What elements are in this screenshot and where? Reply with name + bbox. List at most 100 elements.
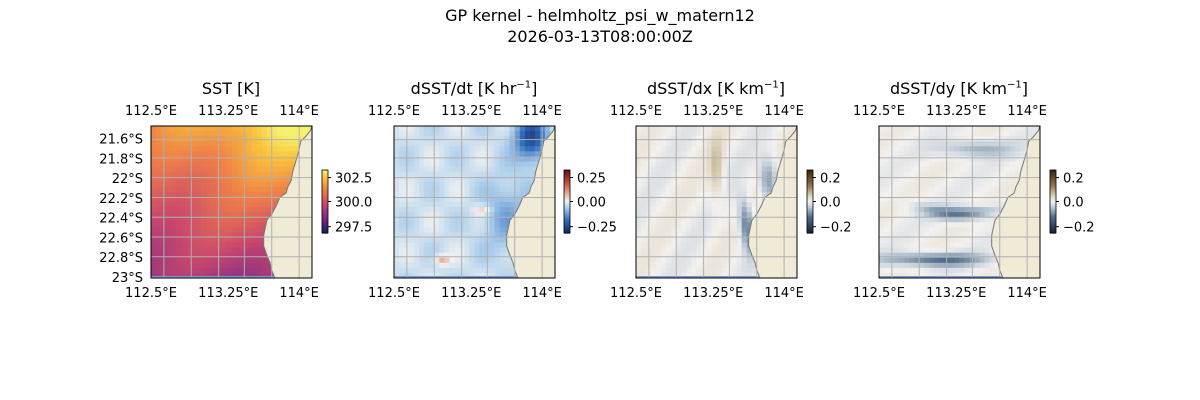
- colorbar-segment: [322, 195, 328, 198]
- colorbar-segment: [807, 215, 813, 218]
- colorbar-segment: [1050, 179, 1056, 182]
- x-tick-label-top: 113.25°E: [683, 104, 743, 119]
- colorbar-tick-label: 302.5: [335, 172, 372, 187]
- colorbar-tick-label: −0.2: [820, 221, 852, 236]
- x-tick-label-top: 112.5°E: [125, 104, 177, 119]
- x-tick-label-top: 113.25°E: [926, 104, 986, 119]
- land-mass: [748, 126, 797, 278]
- colorbar-4: 0.2 0.0 −0.2: [1049, 169, 1095, 236]
- colorbar-segment: [564, 229, 570, 233]
- y-tick-label: 22.8°S: [99, 251, 143, 266]
- ocean-edge: [151, 276, 275, 278]
- colorbar-3: 0.2 0.0 −0.2: [806, 169, 852, 236]
- x-tick-label-bottom: 113.25°E: [198, 286, 258, 301]
- x-tick-label-bottom: 113.25°E: [441, 286, 501, 301]
- colorbar-segment: [807, 190, 813, 193]
- colorbar-segment: [564, 192, 570, 195]
- x-tick-label-bottom: 112.5°E: [853, 286, 905, 301]
- colorbar-segment: [564, 201, 570, 204]
- colorbar-tick-label: 297.5: [335, 221, 372, 236]
- x-tick-label-bottom: 114°E: [279, 286, 319, 301]
- colorbar-segment: [322, 170, 328, 173]
- colorbar-1: 302.5 300.0 297.5: [321, 169, 372, 236]
- x-tick-label-top: 114°E: [279, 104, 319, 119]
- colorbar-segment: [1050, 214, 1056, 217]
- colorbar-segment: [807, 174, 813, 177]
- colorbar-tick-label: 300.0: [335, 196, 372, 211]
- colorbar-segment: [564, 206, 570, 209]
- colorbar-segment: [807, 229, 813, 233]
- colorbar-segment: [807, 217, 813, 220]
- colorbar-segment: [564, 199, 570, 203]
- x-tick-label-top: 112.5°E: [368, 104, 420, 119]
- colorbar-segment: [807, 179, 813, 182]
- colorbar-segment: [564, 212, 570, 215]
- colorbar-segment: [322, 228, 328, 231]
- y-tick-label: 23°S: [112, 271, 143, 286]
- colorbar-segment: [1050, 188, 1056, 192]
- colorbar-segment: [322, 177, 328, 181]
- panel-title-dsst-dt: dSST/dt [K hr−1]: [410, 79, 538, 98]
- land-mass: [506, 126, 555, 278]
- colorbar-segment: [1050, 196, 1056, 199]
- colorbar-segment: [1050, 174, 1056, 177]
- figure-subtitle: 2026-03-13T08:00:00Z: [507, 27, 693, 46]
- colorbar-segment: [564, 195, 570, 198]
- colorbar-segment: [1050, 181, 1056, 184]
- colorbar-segment: [564, 179, 570, 182]
- colorbar-segment: [322, 188, 328, 192]
- colorbar-segment: [322, 179, 328, 182]
- colorbar-segment: [807, 185, 813, 188]
- axes-frame: [393, 125, 556, 279]
- colorbar-segment: [1050, 190, 1056, 193]
- y-tick-label: 22.4°S: [99, 212, 143, 227]
- colorbar-segment: [1050, 229, 1056, 233]
- x-tick-label-bottom: 113.25°E: [926, 286, 986, 301]
- colorbar-segment: [322, 218, 328, 221]
- land-mass: [991, 126, 1040, 278]
- colorbar-segment: [564, 173, 570, 176]
- colorbar-segment: [564, 215, 570, 218]
- x-tick-label-bottom: 114°E: [764, 286, 804, 301]
- y-tick-label: 22.2°S: [99, 192, 143, 207]
- x-tick-label-top: 112.5°E: [610, 104, 662, 119]
- x-tick-label-top: 114°E: [764, 104, 804, 119]
- x-tick-label-top: 114°E: [522, 104, 562, 119]
- x-tick-label-bottom: 113.25°E: [683, 286, 743, 301]
- colorbar-segment: [807, 182, 813, 185]
- colorbar-tick-label: 0.2: [820, 172, 841, 187]
- y-tick-label: 21.6°S: [99, 133, 143, 148]
- colorbar-segment: [1050, 187, 1056, 190]
- ocean-edge: [636, 276, 760, 278]
- colorbar-segment: [564, 220, 570, 223]
- colorbar-segment: [1050, 225, 1056, 228]
- colorbar-segment: [564, 196, 570, 199]
- colorbar-segment: [322, 190, 328, 193]
- colorbar-segment: [322, 173, 328, 176]
- colorbar-segment: [807, 226, 813, 229]
- x-tick-label-top: 113.25°E: [441, 104, 501, 119]
- colorbar-segment: [1050, 231, 1056, 234]
- colorbar-segment: [1050, 201, 1056, 204]
- colorbar-segment: [807, 231, 813, 234]
- colorbar-segment: [322, 184, 328, 187]
- colorbar-segment: [322, 217, 328, 220]
- colorbar-segment: [564, 193, 570, 196]
- colorbar-segment: [1050, 185, 1056, 188]
- colorbar-tick-label: 0.0: [1063, 196, 1084, 211]
- colorbar-segment: [564, 204, 570, 207]
- colorbar-segment: [564, 231, 570, 234]
- colorbar-segment: [807, 228, 813, 231]
- colorbar-segment: [807, 171, 813, 174]
- colorbar-segment: [564, 226, 570, 229]
- colorbar-segment: [322, 181, 328, 184]
- heatmap-field: [394, 126, 555, 278]
- colorbar-segment: [1050, 193, 1056, 196]
- colorbar-segment: [322, 193, 328, 196]
- colorbar-segment: [807, 181, 813, 184]
- colorbar-segment: [807, 210, 813, 214]
- colorbar-segment: [807, 184, 813, 187]
- colorbar-segment: [807, 218, 813, 221]
- axes-frame: [878, 125, 1041, 279]
- colorbar-segment: [1050, 210, 1056, 214]
